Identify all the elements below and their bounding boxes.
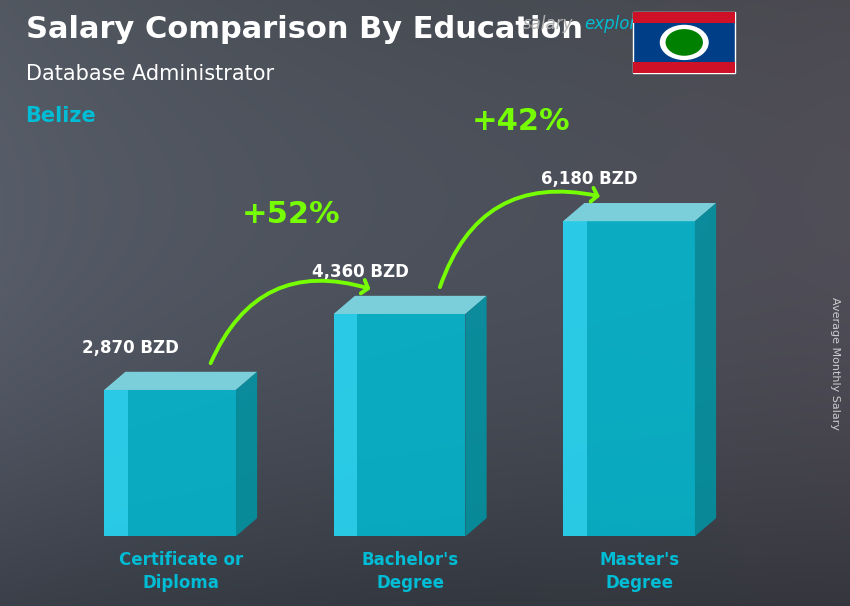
- Polygon shape: [633, 12, 735, 23]
- Text: Average Monthly Salary: Average Monthly Salary: [830, 297, 840, 430]
- Polygon shape: [105, 390, 128, 536]
- Text: 2,870 BZD: 2,870 BZD: [82, 339, 178, 357]
- Text: 6,180 BZD: 6,180 BZD: [541, 170, 638, 188]
- Polygon shape: [333, 296, 486, 314]
- Text: Database Administrator: Database Administrator: [26, 64, 274, 84]
- Polygon shape: [105, 372, 258, 390]
- Polygon shape: [694, 203, 716, 536]
- Polygon shape: [563, 203, 716, 221]
- Text: 4,360 BZD: 4,360 BZD: [312, 262, 408, 281]
- Polygon shape: [633, 12, 735, 73]
- Text: Salary Comparison By Education: Salary Comparison By Education: [26, 15, 582, 44]
- Text: Master's
Degree: Master's Degree: [599, 551, 680, 591]
- Polygon shape: [466, 296, 486, 536]
- Text: Certificate or
Diploma: Certificate or Diploma: [118, 551, 243, 591]
- Text: explorer: explorer: [584, 15, 654, 33]
- Polygon shape: [563, 221, 586, 536]
- Polygon shape: [333, 314, 357, 536]
- Polygon shape: [633, 62, 735, 73]
- Text: Bachelor's
Degree: Bachelor's Degree: [361, 551, 459, 591]
- Text: +52%: +52%: [242, 200, 341, 229]
- Polygon shape: [236, 372, 258, 536]
- Text: .com: .com: [654, 15, 694, 33]
- Polygon shape: [105, 390, 236, 536]
- Polygon shape: [333, 314, 466, 536]
- Polygon shape: [563, 221, 694, 536]
- Circle shape: [666, 29, 703, 56]
- Text: salary: salary: [523, 15, 573, 33]
- Text: +42%: +42%: [472, 107, 570, 136]
- Text: Belize: Belize: [26, 106, 96, 126]
- Circle shape: [660, 25, 708, 59]
